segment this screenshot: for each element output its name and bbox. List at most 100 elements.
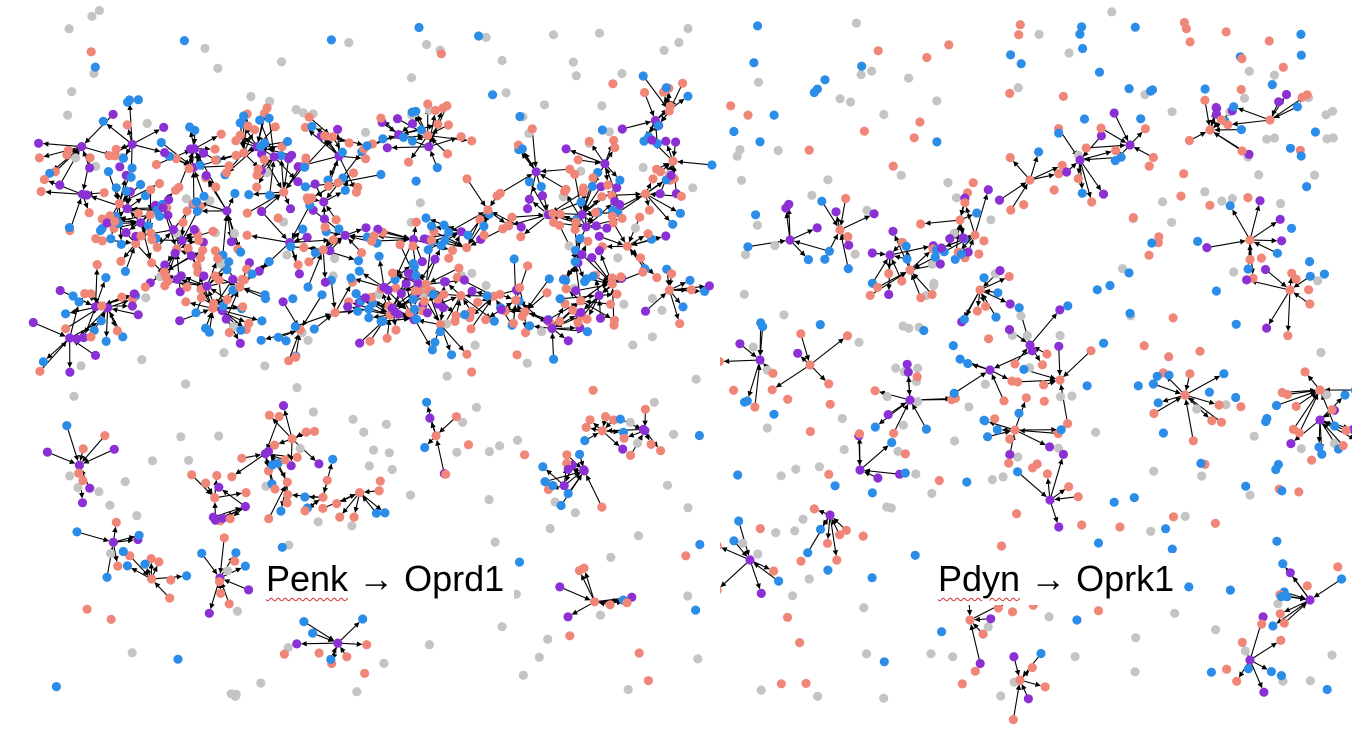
signaling-edge bbox=[135, 129, 160, 143]
hub-cell-node bbox=[885, 250, 895, 260]
signaling-edge bbox=[46, 340, 68, 359]
cell-node bbox=[104, 151, 114, 161]
signaling-edge bbox=[435, 440, 444, 470]
non-expressing-cell bbox=[147, 456, 158, 466]
cell-node bbox=[958, 233, 968, 243]
hub-cell-node bbox=[985, 365, 995, 375]
cell-node bbox=[983, 185, 993, 195]
signaling-edge bbox=[306, 140, 330, 165]
cell-node bbox=[824, 246, 834, 256]
cell-node bbox=[897, 276, 907, 286]
signaling-edge bbox=[272, 418, 290, 437]
non-expressing-cell bbox=[484, 494, 494, 505]
cell-node bbox=[270, 440, 280, 450]
non-expressing-cell bbox=[862, 205, 872, 215]
isolated-cell bbox=[694, 430, 705, 441]
signaling-edge bbox=[979, 293, 985, 303]
cell-node bbox=[112, 326, 122, 336]
signaling-edge bbox=[223, 579, 246, 589]
signaling-edge bbox=[472, 299, 492, 326]
cell-node bbox=[601, 412, 611, 422]
hub-cell-node bbox=[594, 290, 604, 301]
non-expressing-cell bbox=[219, 348, 229, 358]
hub-cell-node bbox=[108, 537, 118, 547]
isolated-cell bbox=[1296, 50, 1306, 60]
non-expressing-cell bbox=[861, 649, 872, 659]
isolated-cell bbox=[230, 556, 240, 566]
cell-node bbox=[582, 327, 593, 337]
cell-node bbox=[1086, 346, 1096, 356]
isolated-cell bbox=[1125, 308, 1135, 318]
isolated-cell bbox=[922, 52, 932, 63]
cell-node bbox=[812, 223, 822, 233]
signaling-edge bbox=[135, 144, 161, 153]
non-expressing-cell bbox=[1053, 443, 1063, 453]
cell-node bbox=[154, 557, 164, 567]
isolated-cell bbox=[795, 638, 805, 648]
cell-node bbox=[116, 239, 126, 249]
isolated-cell bbox=[1305, 257, 1315, 267]
signaling-edge bbox=[1274, 108, 1295, 119]
non-expressing-cell bbox=[313, 517, 323, 527]
cell-node bbox=[185, 122, 195, 132]
cell-node bbox=[720, 542, 722, 550]
isolated-cell bbox=[273, 213, 283, 223]
cell-node bbox=[482, 291, 492, 301]
hub-cell-node bbox=[74, 460, 84, 470]
cell-node bbox=[231, 548, 241, 558]
signaling-edge bbox=[1188, 375, 1220, 394]
ligand-label: Pdyn bbox=[938, 558, 1021, 599]
cell-node bbox=[68, 291, 78, 301]
isolated-cell bbox=[1256, 253, 1266, 263]
cell-node bbox=[1285, 568, 1295, 578]
non-expressing-cell bbox=[693, 654, 703, 664]
isolated-cell bbox=[1079, 114, 1090, 124]
signaling-edge bbox=[278, 439, 289, 445]
pdyn-oprk1-network-panel: Pdyn → Oprk1 bbox=[720, 0, 1352, 742]
cell-node bbox=[219, 533, 229, 543]
cell-node bbox=[133, 310, 143, 320]
signaling-edge bbox=[1081, 162, 1102, 191]
isolated-cell bbox=[1027, 463, 1038, 473]
signaling-edge bbox=[1316, 423, 1323, 443]
cell-node bbox=[230, 188, 240, 199]
signaling-edge bbox=[336, 137, 346, 143]
signaling-edge bbox=[570, 149, 602, 163]
cell-node bbox=[678, 78, 688, 88]
cell-node bbox=[371, 508, 381, 518]
cell-node bbox=[1064, 482, 1074, 492]
non-expressing-cell bbox=[1269, 133, 1280, 143]
signaling-edge bbox=[289, 334, 300, 358]
cell-node bbox=[994, 195, 1005, 205]
cell-node bbox=[1341, 425, 1351, 436]
cell-node bbox=[374, 251, 384, 261]
cell-node bbox=[111, 183, 121, 193]
signaling-edge bbox=[968, 239, 974, 249]
isolated-cell bbox=[1221, 27, 1231, 37]
non-expressing-cell bbox=[292, 383, 302, 393]
cell-node bbox=[156, 137, 166, 148]
cell-node bbox=[293, 260, 303, 270]
cell-node bbox=[121, 186, 131, 196]
cell-node bbox=[576, 307, 586, 317]
cell-node bbox=[459, 275, 469, 285]
signaling-edge bbox=[835, 216, 841, 227]
hub-cell-node bbox=[607, 279, 618, 289]
isolated-cell bbox=[970, 666, 980, 676]
non-expressing-cell bbox=[630, 223, 641, 233]
signaling-edge bbox=[207, 290, 214, 300]
cell-node bbox=[563, 464, 573, 474]
signaling-edge bbox=[430, 269, 456, 283]
cell-node bbox=[986, 614, 996, 624]
cell-node bbox=[317, 290, 327, 300]
signaling-edge bbox=[112, 526, 118, 539]
isolated-cell bbox=[915, 117, 925, 127]
cell-node bbox=[516, 232, 526, 242]
signaling-edge bbox=[1268, 271, 1287, 288]
non-expressing-cell bbox=[791, 464, 801, 474]
cell-node bbox=[264, 113, 274, 123]
cell-node bbox=[127, 301, 137, 311]
cell-node bbox=[239, 111, 249, 121]
cell-node bbox=[549, 217, 559, 227]
isolated-cell bbox=[467, 367, 477, 377]
